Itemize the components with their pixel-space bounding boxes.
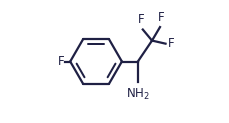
Text: F: F [158, 11, 165, 24]
Text: F: F [57, 55, 64, 68]
Text: F: F [167, 37, 174, 50]
Text: F: F [138, 13, 144, 26]
Text: NH$_2$: NH$_2$ [126, 87, 150, 102]
